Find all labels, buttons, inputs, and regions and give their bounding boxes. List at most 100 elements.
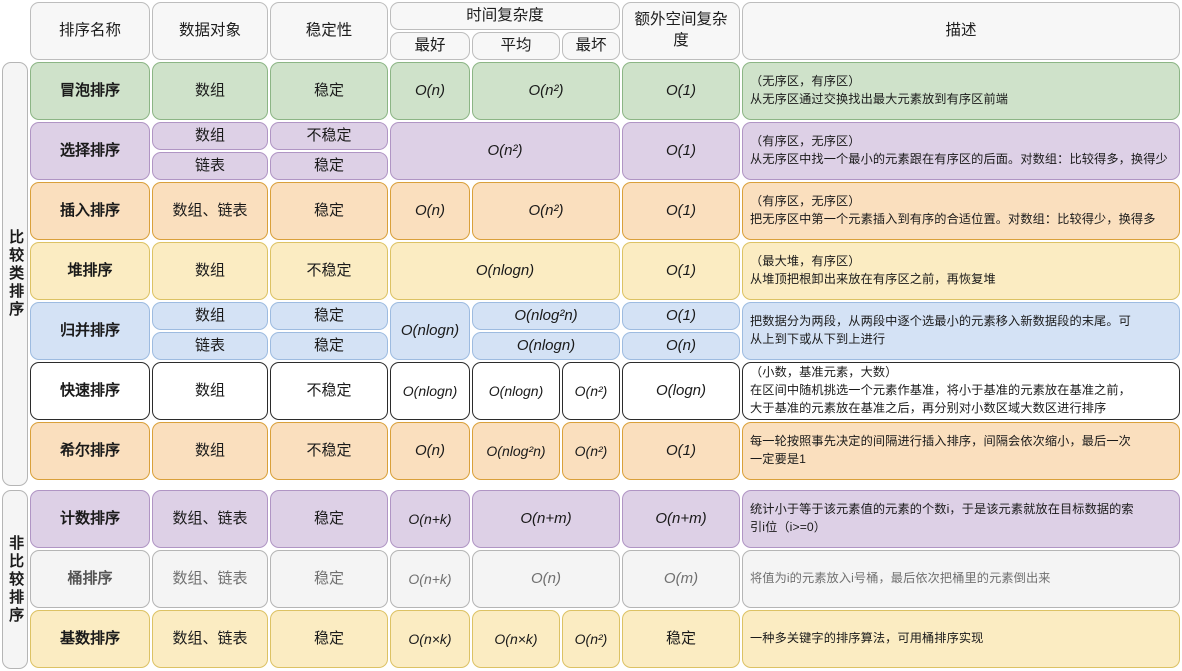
header-stability: 稳定性	[270, 2, 388, 60]
desc-line: 从无序区中找一个最小的元素跟在有序区的后面。对数组：比较得多，换得少	[750, 152, 1168, 166]
row-object-counting: 数组、链表	[152, 490, 268, 548]
row-time-selection-all: O(n²)	[390, 122, 620, 180]
row-desc-heap: （最大堆，有序区） 从堆顶把根卸出来放在有序区之前，再恢复堆	[742, 242, 1180, 300]
row-stability-radix: 稳定	[270, 610, 388, 668]
row-object-quick: 数组	[152, 362, 268, 420]
row-worst-quick: O(n²)	[562, 362, 620, 420]
row-space-bubble: O(1)	[622, 62, 740, 120]
row-best-insertion: O(n)	[390, 182, 470, 240]
row-desc-shell: 每一轮按照事先决定的间隔进行插入排序，间隔会依次缩小，最后一次 一定要是1	[742, 422, 1180, 480]
row-best-counting: O(n+k)	[390, 490, 470, 548]
desc-line: 从上到下或从下到上进行	[750, 332, 886, 346]
row-object-merge-array: 数组	[152, 302, 268, 330]
row-desc-radix: 一种多关键字的排序算法，可用桶排序实现	[742, 610, 1180, 668]
row-object-radix: 数组、链表	[152, 610, 268, 668]
desc-line: （小数，基准元素，大数）	[750, 365, 898, 380]
row-stability-shell: 不稳定	[270, 422, 388, 480]
row-object-heap: 数组	[152, 242, 268, 300]
row-stability-heap: 不稳定	[270, 242, 388, 300]
row-best-radix: O(n×k)	[390, 610, 470, 668]
row-best-bubble: O(n)	[390, 62, 470, 120]
header-space-complexity: 额外空间复杂度	[622, 2, 740, 60]
desc-line: 一定要是1	[750, 452, 807, 466]
row-name-selection: 选择排序	[30, 122, 150, 180]
row-space-insertion: O(1)	[622, 182, 740, 240]
row-time-heap-all: O(nlogn)	[390, 242, 620, 300]
row-avg-insertion: O(n²)	[472, 182, 620, 240]
header-time-best: 最好	[390, 32, 470, 60]
row-name-quick: 快速排序	[30, 362, 150, 420]
row-desc-bucket: 将值为i的元素放入i号桶，最后依次把桶里的元素倒出来	[742, 550, 1180, 608]
row-space-radix: 稳定	[622, 610, 740, 668]
row-space-bucket: O(m)	[622, 550, 740, 608]
desc-line: （有序区，无序区）	[750, 134, 861, 149]
desc-line: 大于基准的元素放在基准之后，再分别对小数区域大数区进行排序	[750, 400, 1107, 415]
row-desc-insertion: （有序区，无序区） 把无序区中第一个元素插入到有序的合适位置。对数组：比较得少，…	[742, 182, 1180, 240]
group-label-comparison: 比较类排序	[2, 62, 28, 486]
desc-line: 每一轮按照事先决定的间隔进行插入排序，间隔会依次缩小，最后一次	[750, 434, 1131, 449]
header-time-complexity: 时间复杂度	[390, 2, 620, 30]
desc-line: 从堆顶把根卸出来放在有序区之前，再恢复堆	[750, 272, 996, 286]
row-space-merge-array: O(1)	[622, 302, 740, 330]
row-avg-bucket: O(n)	[472, 550, 620, 608]
row-name-shell: 希尔排序	[30, 422, 150, 480]
desc-line: 从无序区通过交换找出最大元素放到有序区前端	[750, 92, 1009, 106]
row-worst-shell: O(n²)	[562, 422, 620, 480]
row-desc-selection: （有序区，无序区） 从无序区中找一个最小的元素跟在有序区的后面。对数组：比较得多…	[742, 122, 1180, 180]
row-stability-bucket: 稳定	[270, 550, 388, 608]
row-stability-insertion: 稳定	[270, 182, 388, 240]
row-name-bubble: 冒泡排序	[30, 62, 150, 120]
row-stability-bubble: 稳定	[270, 62, 388, 120]
row-space-quick: O(logn)	[622, 362, 740, 420]
desc-line: 把数据分为两段，从两段中逐个选最小的元素移入新数据段的末尾。可	[750, 314, 1131, 329]
row-object-selection-list: 链表	[152, 152, 268, 180]
row-space-selection: O(1)	[622, 122, 740, 180]
row-stability-selection-list: 稳定	[270, 152, 388, 180]
row-space-merge-list: O(n)	[622, 332, 740, 360]
row-avg-merge-list: O(nlogn)	[472, 332, 620, 360]
header-time-worst: 最坏	[562, 32, 620, 60]
row-name-heap: 堆排序	[30, 242, 150, 300]
row-object-merge-list: 链表	[152, 332, 268, 360]
row-desc-merge: 把数据分为两段，从两段中逐个选最小的元素移入新数据段的末尾。可 从上到下或从下到…	[742, 302, 1180, 360]
row-space-heap: O(1)	[622, 242, 740, 300]
group-label-non-comparison: 非比较排序	[2, 490, 28, 669]
row-worst-radix: O(n²)	[562, 610, 620, 668]
row-stability-merge-array: 稳定	[270, 302, 388, 330]
desc-line: （最大堆，有序区）	[750, 254, 861, 269]
row-space-shell: O(1)	[622, 422, 740, 480]
row-name-insertion: 插入排序	[30, 182, 150, 240]
header-data-object: 数据对象	[152, 2, 268, 60]
desc-line: （无序区，有序区）	[750, 74, 861, 89]
row-stability-quick: 不稳定	[270, 362, 388, 420]
row-space-counting: O(n+m)	[622, 490, 740, 548]
desc-line: 引i位（i>=0）	[750, 520, 827, 534]
row-object-bucket: 数组、链表	[152, 550, 268, 608]
row-name-bucket: 桶排序	[30, 550, 150, 608]
row-avg-merge-array: O(nlog²n)	[472, 302, 620, 330]
header-time-average: 平均	[472, 32, 560, 60]
header-sort-name: 排序名称	[30, 2, 150, 60]
row-name-counting: 计数排序	[30, 490, 150, 548]
row-best-quick: O(nlogn)	[390, 362, 470, 420]
row-avg-shell: O(nlog²n)	[472, 422, 560, 480]
row-name-merge: 归并排序	[30, 302, 150, 360]
desc-line: （有序区，无序区）	[750, 194, 861, 209]
desc-line: 将值为i的元素放入i号桶，最后依次把桶里的元素倒出来	[750, 571, 1051, 586]
row-avg-counting: O(n+m)	[472, 490, 620, 548]
row-best-merge: O(nlogn)	[390, 302, 470, 360]
header-description: 描述	[742, 2, 1180, 60]
row-object-insertion: 数组、链表	[152, 182, 268, 240]
desc-line: 把无序区中第一个元素插入到有序的合适位置。对数组：比较得少，换得多	[750, 212, 1156, 226]
row-stability-selection-array: 不稳定	[270, 122, 388, 150]
desc-line: 在区间中随机挑选一个元素作基准，将小于基准的元素放在基准之前，	[750, 383, 1131, 398]
desc-line: 统计小于等于该元素值的元素的个数i，于是该元素就放在目标数据的索	[750, 502, 1134, 517]
row-best-bucket: O(n+k)	[390, 550, 470, 608]
row-desc-bubble: （无序区，有序区） 从无序区通过交换找出最大元素放到有序区前端	[742, 62, 1180, 120]
row-stability-counting: 稳定	[270, 490, 388, 548]
row-avg-bubble: O(n²)	[472, 62, 620, 120]
row-avg-radix: O(n×k)	[472, 610, 560, 668]
desc-line: 一种多关键字的排序算法，可用桶排序实现	[750, 631, 984, 646]
row-object-selection-array: 数组	[152, 122, 268, 150]
row-desc-counting: 统计小于等于该元素值的元素的个数i，于是该元素就放在目标数据的索 引i位（i>=…	[742, 490, 1180, 548]
